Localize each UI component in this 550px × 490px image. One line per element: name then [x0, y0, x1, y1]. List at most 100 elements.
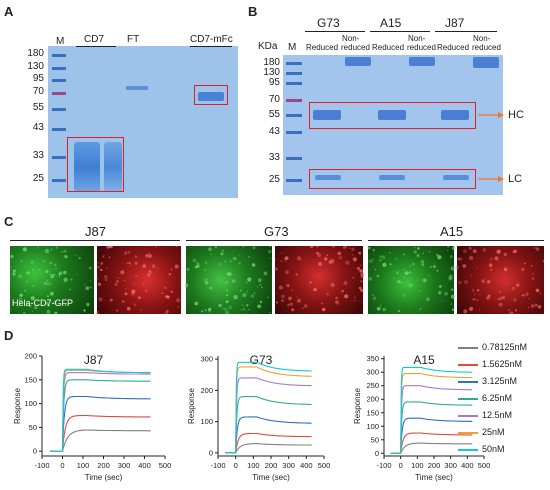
series-line-0.78125nM	[390, 442, 473, 454]
microscopy-green-g73	[186, 246, 272, 314]
series-line-6.25nM	[225, 396, 312, 454]
x-tick-label: 200	[97, 461, 110, 470]
highlight-box-hc	[309, 102, 476, 129]
mw-marker: 55	[32, 102, 44, 113]
y-axis-label: Response	[353, 387, 362, 424]
mw-marker: 70	[268, 94, 280, 105]
x-tick-label: 500	[318, 461, 331, 470]
group-label-g73: G73	[264, 224, 289, 239]
x-tick-label: 500	[159, 461, 172, 470]
y-tick-label: 350	[366, 354, 379, 363]
legend-item: 0.78125nM	[458, 340, 548, 357]
group-label-g73: G73	[317, 16, 340, 30]
y-tick-label: 150	[24, 375, 37, 384]
x-tick-label: 100	[247, 461, 260, 470]
series-line-3.125nM	[390, 417, 473, 454]
series-line-50nM	[50, 368, 151, 452]
panel-label-b: B	[248, 4, 258, 19]
x-tick-label: 500	[478, 461, 491, 470]
highlight-box-cd7	[67, 137, 124, 192]
x-tick-label: 200	[428, 461, 441, 470]
legend-item: 12.5nM	[458, 408, 548, 425]
x-tick-label: -100	[34, 461, 49, 470]
y-tick-label: 100	[366, 422, 379, 431]
lane-label-nonreduced: reduced	[341, 43, 370, 52]
series-line-6.25nM	[390, 401, 473, 454]
microscopy-green-a15	[368, 246, 454, 314]
series-line-12.5nM	[390, 385, 473, 454]
lane-label-non: Non-	[408, 34, 426, 43]
x-tick-label: 300	[444, 461, 457, 470]
y-tick-label: 0	[209, 448, 213, 457]
series-line-1.5625nM	[390, 432, 473, 454]
series-line-12.5nM	[225, 377, 312, 454]
x-axis-label: Time (sec)	[85, 473, 123, 482]
y-axis-label: Response	[187, 387, 196, 424]
y-tick-label: 100	[200, 417, 213, 426]
y-tick-label: 300	[366, 368, 379, 377]
series-line-3.125nM	[50, 395, 151, 452]
mw-marker: 180	[263, 57, 280, 68]
highlight-box-lc	[309, 169, 476, 189]
mw-marker: 43	[268, 126, 280, 137]
y-tick-label: 250	[366, 381, 379, 390]
group-label-j87: J87	[445, 16, 465, 30]
microscopy-red-g73	[275, 246, 363, 314]
legend-item: 6.25nM	[458, 391, 548, 408]
lane-label-cd7-mfc: CD7-mFc	[190, 34, 233, 45]
chart-title: G73	[250, 353, 273, 367]
group-label-a15: A15	[440, 224, 464, 239]
panel-label-a: A	[4, 4, 14, 19]
x-tick-label: 0	[234, 461, 238, 470]
legend-item: 50nM	[458, 442, 548, 459]
x-tick-label: 400	[300, 461, 313, 470]
mw-marker: 25	[32, 173, 44, 184]
x-tick-label: 400	[461, 461, 474, 470]
cell-line-caption: Hela-CD7-GFP	[12, 298, 74, 308]
x-tick-label: 0	[60, 461, 64, 470]
y-tick-label: 150	[366, 408, 379, 417]
series-line-25nM	[390, 373, 473, 454]
mw-marker: 33	[268, 152, 280, 163]
series-line-0.78125nM	[50, 429, 151, 452]
mw-marker: 43	[32, 122, 44, 133]
lane-label-cd7: CD7	[84, 34, 105, 45]
panel-label-c: C	[4, 214, 14, 229]
mw-marker: 33	[32, 150, 44, 161]
x-tick-label: 300	[282, 461, 295, 470]
hc-lc-arrows	[478, 112, 504, 182]
series-line-0.78125nM	[225, 443, 312, 454]
mw-marker: 130	[27, 61, 44, 72]
group-label-j87: J87	[85, 224, 106, 239]
kda-label: KDa	[258, 41, 278, 52]
lane-label-non: Non-	[342, 34, 360, 43]
lane-label-m: M	[56, 36, 65, 47]
mw-marker: 95	[268, 77, 280, 88]
x-tick-label: 400	[138, 461, 151, 470]
mw-marker: 70	[32, 86, 44, 97]
x-tick-label: 100	[411, 461, 424, 470]
y-tick-label: 200	[200, 386, 213, 395]
x-tick-label: 300	[118, 461, 131, 470]
lane-label-nonreduced: reduced	[472, 43, 501, 52]
microscopy-red-a15	[457, 246, 544, 314]
x-tick-label: 0	[399, 461, 403, 470]
gel-a	[48, 46, 238, 198]
y-tick-label: 300	[200, 355, 213, 364]
legend-item: 1.5625nM	[458, 357, 548, 374]
series-line-6.25nM	[50, 379, 151, 452]
lane-label-reduced: Reduced	[306, 43, 339, 52]
y-tick-label: 50	[371, 435, 379, 444]
lane-label-non: Non-	[473, 34, 491, 43]
legend: 0.78125nM 1.5625nM 3.125nM 6.25nM 12.5nM…	[458, 340, 548, 459]
mw-marker: 25	[268, 174, 280, 185]
y-tick-label: 200	[24, 352, 37, 361]
lane-label-ft: FT	[127, 34, 140, 45]
y-tick-label: 200	[366, 395, 379, 404]
hc-label: HC	[508, 109, 524, 121]
group-label-a15: A15	[380, 16, 402, 30]
y-tick-label: 0	[375, 449, 379, 458]
series-line-3.125nM	[225, 416, 312, 454]
mw-marker: 95	[32, 73, 44, 84]
